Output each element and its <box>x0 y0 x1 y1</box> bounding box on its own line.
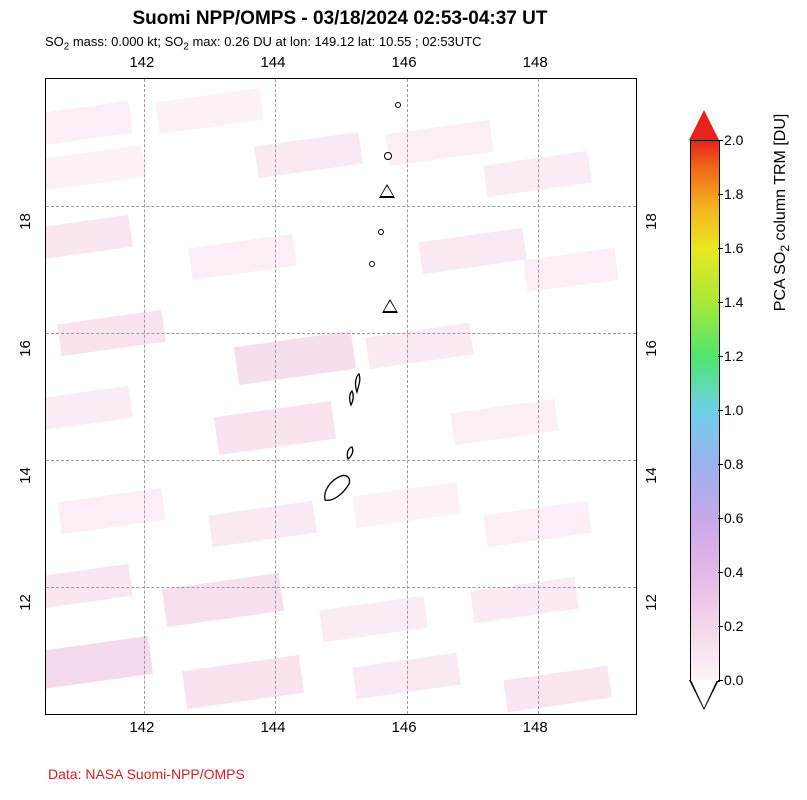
axis-tick-label: 14 <box>17 467 34 484</box>
island-dot <box>378 229 384 235</box>
axis-tick-label: 144 <box>260 54 285 71</box>
figure-subtitle: SO2 mass: 0.000 kt; SO2 max: 0.26 DU at … <box>45 34 482 53</box>
colorbar-tick-label: 1.2 <box>724 348 743 364</box>
colorbar-tick-label: 1.6 <box>724 240 743 256</box>
colorbar-tick-label: 1.4 <box>724 294 743 310</box>
axis-tick-label: 142 <box>129 54 154 71</box>
axis-tick-label: 12 <box>643 594 660 611</box>
colorbar-tick-label: 1.8 <box>724 186 743 202</box>
figure-root: Suomi NPP/OMPS - 03/18/2024 02:53-04:37 … <box>0 0 807 800</box>
axis-tick-label: 16 <box>643 340 660 357</box>
axis-tick-label: 12 <box>17 594 34 611</box>
axis-tick-label: 146 <box>392 54 417 71</box>
colorbar-tick-label: 0.2 <box>724 618 743 634</box>
colorbar: PCA SO2 column TRM [DU] 0.0 0.2 0.4 0.6 0.8 1… <box>690 110 790 720</box>
gridline-lat <box>46 206 636 207</box>
colorbar-under-triangle <box>691 680 717 708</box>
data-pixel <box>162 573 284 627</box>
axis-tick-label: 146 <box>392 719 417 736</box>
data-pixel <box>503 666 611 712</box>
data-pixel <box>45 145 146 191</box>
data-pixel <box>45 636 153 690</box>
axis-tick-label: 148 <box>523 54 548 71</box>
gridline-lon <box>275 79 276 714</box>
data-pixel <box>320 596 428 642</box>
colorbar-tick-label: 0.6 <box>724 510 743 526</box>
data-pixel <box>451 399 559 445</box>
data-pixel <box>156 88 264 134</box>
axis-tick-label: 144 <box>260 719 285 736</box>
figure-title: Suomi NPP/OMPS - 03/18/2024 02:53-04:37 … <box>0 8 680 30</box>
colorbar-tick-label: 0.0 <box>724 672 743 688</box>
data-pixel <box>45 100 133 146</box>
axis-tick-label: 18 <box>17 213 34 230</box>
island-outline <box>333 439 373 479</box>
data-pixel <box>418 227 526 273</box>
data-pixel <box>254 132 362 178</box>
volcano-icon <box>379 184 395 198</box>
colorbar-label: PCA SO2 column TRM [DU] <box>772 114 792 312</box>
gridline-lon <box>407 79 408 714</box>
colorbar-tick-label: 0.8 <box>724 456 743 472</box>
data-pixel <box>234 331 356 385</box>
gridline-lon <box>538 79 539 714</box>
axis-tick-label: 142 <box>129 719 154 736</box>
colorbar-gradient <box>690 140 720 682</box>
data-pixel <box>189 234 297 280</box>
colorbar-tick-label: 2.0 <box>724 132 743 148</box>
axis-tick-label: 16 <box>17 340 34 357</box>
axis-tick-label: 148 <box>523 719 548 736</box>
island-outline <box>310 480 350 520</box>
data-pixel <box>45 386 133 432</box>
data-pixel <box>45 215 133 261</box>
gridline-lat <box>46 333 636 334</box>
island-dot <box>395 102 401 108</box>
data-pixel <box>182 655 304 709</box>
colorbar-tick-label: 0.4 <box>724 564 743 580</box>
colorbar-tick-label: 1.0 <box>724 402 743 418</box>
volcano-icon <box>382 299 398 313</box>
island-outline <box>336 385 376 425</box>
gridline-lat <box>46 587 636 588</box>
colorbar-over-triangle <box>689 110 719 140</box>
data-pixel <box>57 488 165 534</box>
data-attribution: Data: NASA Suomi-NPP/OMPS <box>48 766 245 782</box>
data-pixel <box>470 577 578 623</box>
axis-tick-label: 14 <box>643 467 660 484</box>
data-pixel <box>385 119 493 165</box>
gridline-lon <box>144 79 145 714</box>
axis-tick-label: 18 <box>643 213 660 230</box>
map-plot-area <box>45 78 637 715</box>
data-pixel <box>208 500 316 546</box>
island-dot <box>369 261 375 267</box>
data-pixel <box>366 323 474 369</box>
